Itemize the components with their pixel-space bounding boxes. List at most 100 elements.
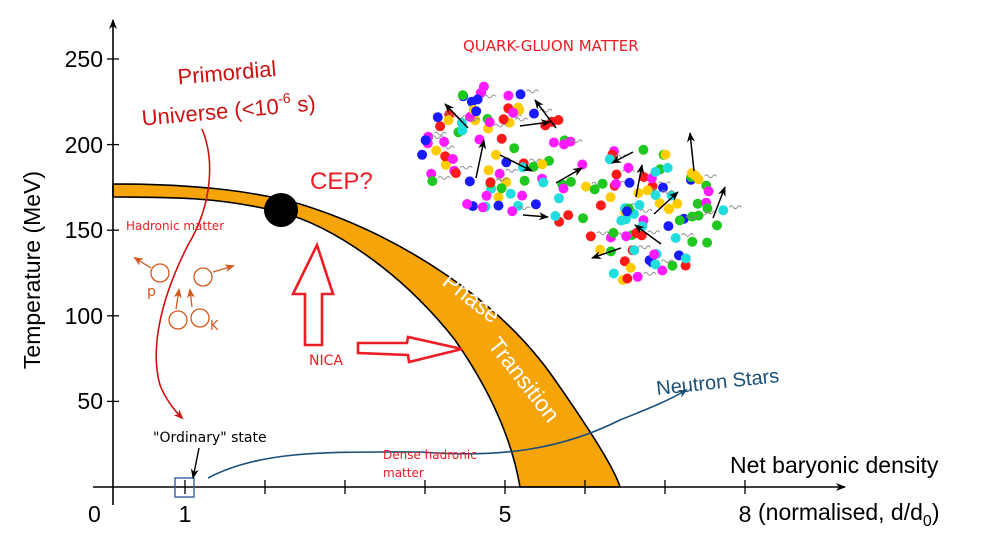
quark-particle xyxy=(503,90,514,101)
quark-particle xyxy=(625,262,636,273)
quark-particle xyxy=(663,221,674,232)
ordinary-state-marker xyxy=(174,477,195,498)
critical-end-point xyxy=(264,193,298,227)
quark-particle xyxy=(595,200,606,211)
quark-particle xyxy=(672,198,683,209)
ordinary-state-arrow xyxy=(190,447,200,479)
quark-particle xyxy=(611,169,622,180)
quark-gluon-matter-title: QUARK-GLUON MATTER xyxy=(463,37,639,55)
quark-particle xyxy=(420,135,431,146)
quark-particle xyxy=(623,162,634,173)
quark-particle xyxy=(519,175,530,186)
quark-particle xyxy=(663,203,674,214)
particle-motion-arrow xyxy=(522,212,549,221)
quark-particle xyxy=(477,202,488,213)
quark-particle xyxy=(597,178,608,189)
particle-motion-arrow xyxy=(611,151,634,164)
quark-particle xyxy=(581,181,591,192)
quark-particle xyxy=(563,210,574,221)
y-axis-label: Temperature (MeV) xyxy=(19,171,45,369)
quark-particle xyxy=(538,177,549,188)
x-tick-label-5: 5 xyxy=(499,501,512,527)
quark-particle xyxy=(622,206,632,217)
gluon-squiggle xyxy=(643,271,657,276)
quark-particle xyxy=(553,115,564,125)
quark-particle xyxy=(435,121,446,132)
quark-particle xyxy=(589,184,600,195)
quark-particle xyxy=(426,168,437,179)
quark-particle xyxy=(558,183,569,194)
quark-particle xyxy=(496,183,507,194)
quark-particle xyxy=(464,176,475,187)
gluon-squiggle xyxy=(496,177,509,182)
quark-particle xyxy=(585,231,596,242)
nica-label: NICA xyxy=(309,353,343,369)
primordial-label-line1: Primordial xyxy=(176,56,277,90)
quark-particle xyxy=(431,145,442,156)
quark-particle xyxy=(620,214,631,225)
quark-particle xyxy=(509,143,520,154)
gluon-squiggle xyxy=(433,131,447,136)
quark-particle xyxy=(638,144,649,155)
gluon-squiggle xyxy=(638,245,651,250)
quark-gluon-particle-cloud xyxy=(417,81,742,285)
neutron-stars-label: Neutron Stars xyxy=(655,365,780,400)
gluon-squiggle xyxy=(437,176,451,180)
x-axis-label-line2: (normalised, d/d0) xyxy=(758,499,940,530)
quark-particle xyxy=(578,213,588,224)
quark-particle xyxy=(703,186,714,197)
hadronic-matter-label: Hadronic matter xyxy=(126,219,224,233)
quark-particle xyxy=(702,203,713,214)
particle-motion-arrow xyxy=(475,139,487,179)
quark-particle xyxy=(462,199,473,209)
x-axis-label-line1: Net baryonic density xyxy=(730,452,939,478)
y-tick-label-250: 250 xyxy=(65,46,103,72)
quark-particle xyxy=(485,177,496,188)
quark-particle xyxy=(450,168,461,179)
quark-particle xyxy=(496,133,507,144)
quark-particle xyxy=(608,227,619,238)
particle-motion-arrow xyxy=(712,186,726,219)
dense-hadronic-label-line1: Dense hadronic xyxy=(383,448,477,462)
quark-particle xyxy=(491,149,501,160)
particle-motion-arrow xyxy=(499,154,533,172)
x-tick-label-8: 8 xyxy=(739,501,752,527)
y-tick-label-200: 200 xyxy=(65,132,103,158)
quark-particle xyxy=(493,192,504,203)
quark-particle xyxy=(687,236,698,247)
quark-particle xyxy=(650,190,661,200)
quark-particle xyxy=(432,112,443,123)
gluon-squiggle xyxy=(493,123,507,128)
quark-particle xyxy=(622,273,633,284)
quark-particle xyxy=(718,205,729,216)
quark-particle xyxy=(611,178,621,189)
particle-motion-arrow xyxy=(635,164,645,198)
quark-particle xyxy=(537,159,548,170)
x-tick-label-1: 1 xyxy=(179,501,192,527)
gluon-squiggle xyxy=(483,94,496,99)
quark-particle xyxy=(712,220,722,231)
quark-particle xyxy=(439,136,450,147)
primordial-cooling-arrow xyxy=(155,128,211,420)
quark-particle xyxy=(662,162,673,173)
gluon-squiggle xyxy=(596,231,610,236)
quark-particle xyxy=(548,137,559,148)
dense-hadronic-label-line2: matter xyxy=(383,466,424,480)
quark-particle xyxy=(632,271,643,282)
quark-particle xyxy=(481,190,492,201)
y-axis-ticks xyxy=(107,58,119,403)
quark-particle xyxy=(472,94,483,105)
quark-particle xyxy=(440,151,451,162)
quark-particle xyxy=(624,177,635,188)
quark-particle xyxy=(680,253,691,264)
origin-label: 0 xyxy=(88,501,101,527)
quark-particle xyxy=(507,206,518,217)
quark-particle xyxy=(498,114,509,125)
gluon-squiggle xyxy=(459,165,473,170)
quark-particle xyxy=(674,215,685,226)
x-axis-ticks xyxy=(184,480,746,494)
quark-particle xyxy=(693,210,704,221)
quark-particle xyxy=(447,154,458,164)
quark-particle xyxy=(529,108,539,119)
